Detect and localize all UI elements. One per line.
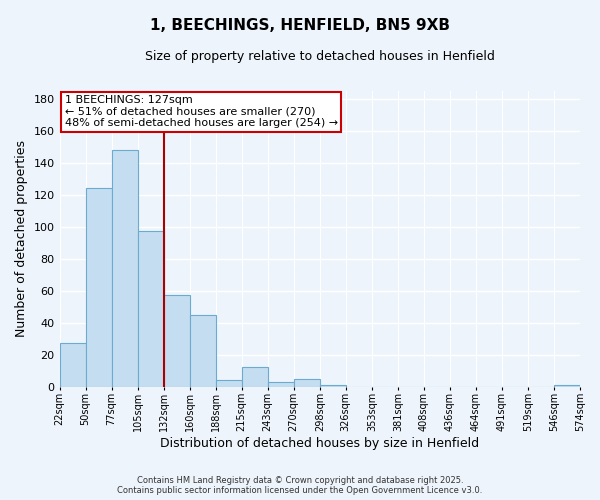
- Bar: [137, 232, 164, 386]
- Bar: [86, 188, 112, 386]
- Bar: [164, 296, 190, 386]
- Bar: [320, 385, 346, 386]
- Bar: [294, 378, 320, 386]
- Bar: [112, 150, 137, 386]
- Text: Contains HM Land Registry data © Crown copyright and database right 2025.
Contai: Contains HM Land Registry data © Crown c…: [118, 476, 482, 495]
- Bar: [215, 380, 242, 386]
- Bar: [242, 368, 268, 386]
- Text: 1 BEECHINGS: 127sqm
← 51% of detached houses are smaller (270)
48% of semi-detac: 1 BEECHINGS: 127sqm ← 51% of detached ho…: [65, 95, 338, 128]
- Bar: [268, 382, 294, 386]
- Bar: [59, 344, 86, 386]
- X-axis label: Distribution of detached houses by size in Henfield: Distribution of detached houses by size …: [160, 437, 479, 450]
- Text: 1, BEECHINGS, HENFIELD, BN5 9XB: 1, BEECHINGS, HENFIELD, BN5 9XB: [150, 18, 450, 32]
- Bar: [554, 385, 580, 386]
- Y-axis label: Number of detached properties: Number of detached properties: [15, 140, 28, 337]
- Title: Size of property relative to detached houses in Henfield: Size of property relative to detached ho…: [145, 50, 495, 63]
- Bar: [190, 314, 215, 386]
